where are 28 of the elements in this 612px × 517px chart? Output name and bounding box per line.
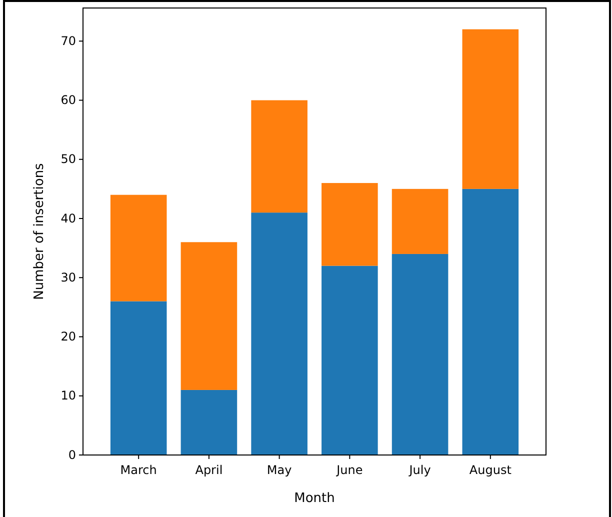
y-tick-label: 70 [60, 34, 76, 48]
y-axis-title: Number of insertions [32, 162, 47, 300]
y-tick-label: 50 [60, 152, 76, 166]
x-axis-title: Month [294, 491, 335, 506]
bar [462, 188, 519, 455]
bar [180, 242, 238, 390]
x-tick-label: April [195, 463, 223, 477]
bar [251, 212, 308, 455]
y-tick-label: 40 [60, 211, 76, 226]
bar [251, 100, 308, 213]
bar [322, 266, 378, 455]
x-tick-label: June [336, 463, 363, 477]
bar [180, 390, 238, 455]
x-tick-label: July [408, 463, 431, 477]
y-tick-label: 20 [60, 330, 76, 344]
y-tick-label: 0 [68, 448, 76, 462]
bar [392, 254, 448, 455]
x-tick-label: August [469, 463, 512, 477]
x-tick-label: May [266, 463, 292, 477]
y-tick-label: 30 [60, 270, 76, 284]
bar [392, 188, 448, 254]
bar [322, 183, 378, 266]
y-tick-label: 60 [60, 93, 76, 108]
bar [110, 301, 167, 455]
y-tick-label: 10 [60, 388, 76, 403]
bar [110, 194, 167, 302]
x-tick-label: March [120, 463, 157, 477]
bar [462, 29, 519, 189]
